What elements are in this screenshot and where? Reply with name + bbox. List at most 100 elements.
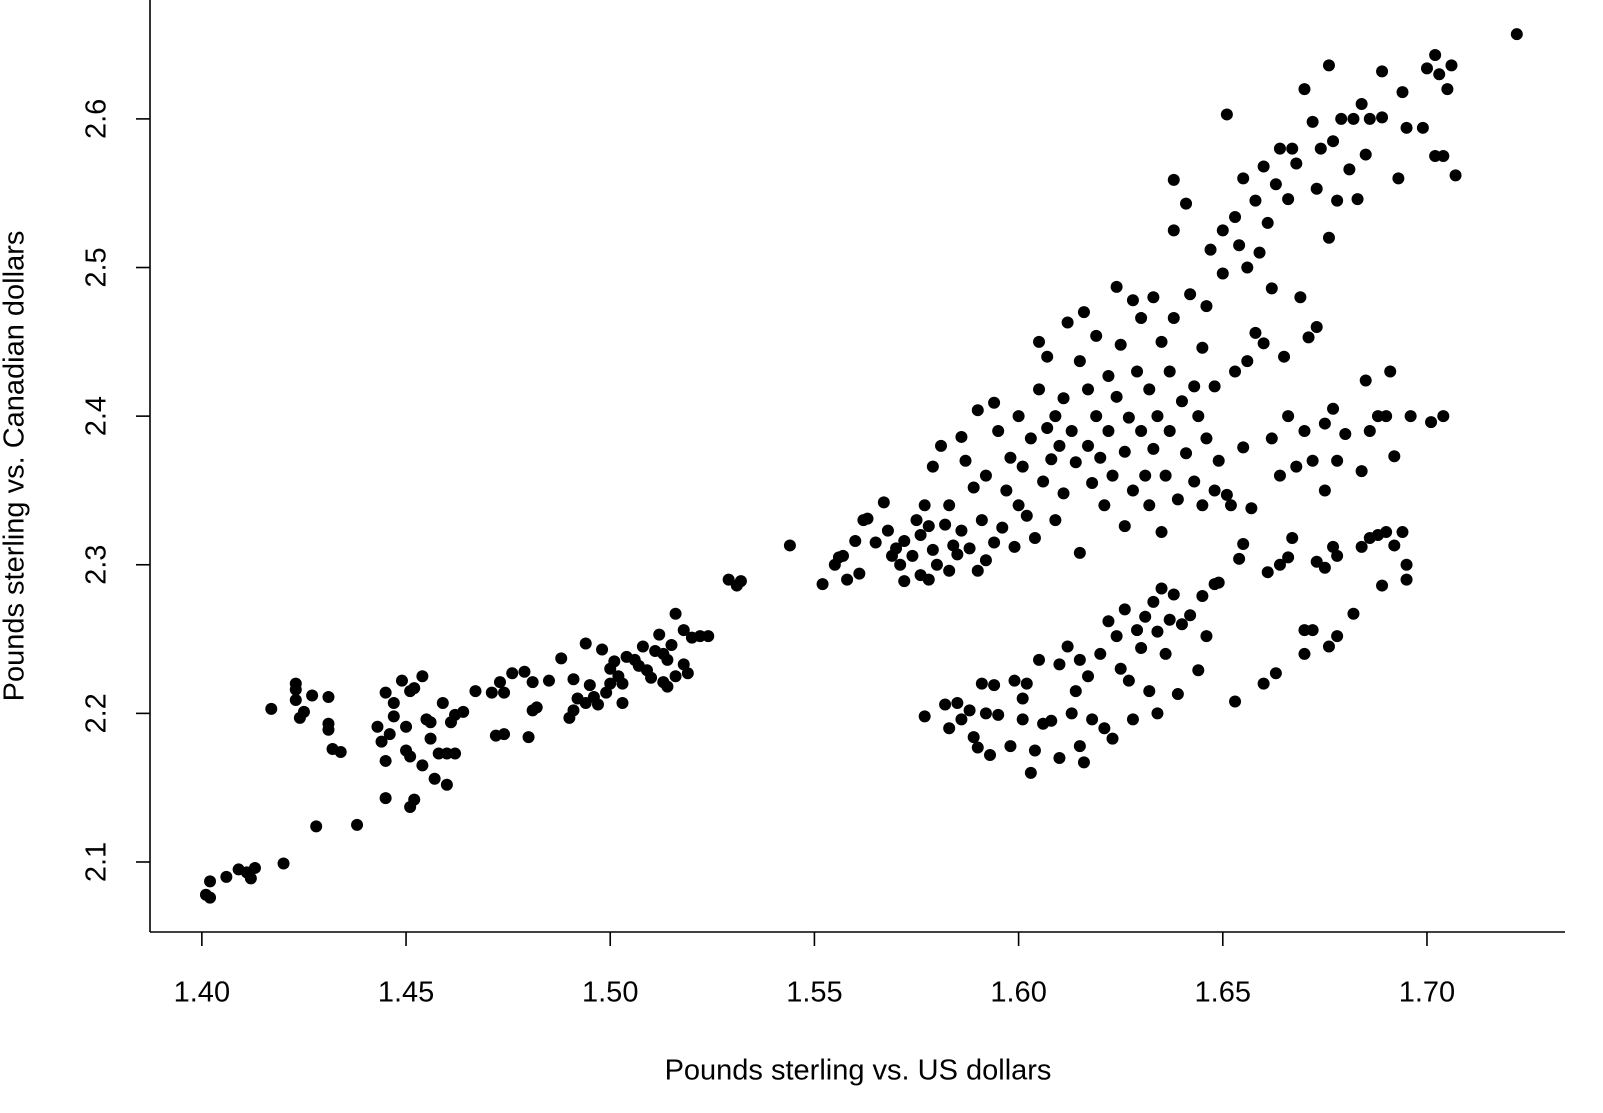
y-tick-label: 2.2	[81, 693, 113, 733]
point	[518, 665, 531, 678]
x-tick-label: 1.40	[174, 977, 230, 1009]
point	[1420, 62, 1433, 75]
point	[988, 396, 1001, 409]
point	[1212, 454, 1225, 467]
point	[1376, 65, 1389, 78]
point	[918, 499, 931, 512]
point	[583, 679, 596, 692]
point	[1257, 677, 1270, 690]
point	[1298, 647, 1311, 660]
point	[1220, 108, 1233, 121]
point	[440, 778, 453, 791]
point	[1188, 475, 1201, 488]
point	[542, 674, 555, 687]
point	[943, 499, 956, 512]
point	[1200, 432, 1213, 445]
point	[1180, 447, 1193, 460]
point	[322, 691, 335, 704]
point	[1224, 499, 1237, 512]
point	[1159, 647, 1172, 660]
point	[1061, 316, 1074, 329]
point	[816, 578, 829, 591]
point	[1355, 465, 1368, 478]
point	[1139, 469, 1152, 482]
point	[400, 720, 413, 733]
point	[971, 564, 984, 577]
point	[1020, 677, 1033, 690]
point	[1376, 579, 1389, 592]
point	[1118, 445, 1131, 458]
point	[971, 404, 984, 417]
point	[1437, 150, 1450, 163]
point	[1306, 454, 1319, 467]
point	[1404, 410, 1417, 423]
point	[1269, 667, 1282, 680]
point	[877, 496, 890, 509]
point	[930, 558, 943, 571]
point	[1351, 193, 1364, 206]
point	[1253, 246, 1266, 259]
point	[395, 674, 408, 687]
point	[1163, 613, 1176, 626]
point	[1204, 243, 1217, 256]
point	[555, 652, 568, 665]
point	[579, 637, 592, 650]
point	[1110, 280, 1123, 293]
point	[289, 677, 302, 690]
point	[1077, 306, 1090, 319]
point	[955, 430, 968, 443]
point	[939, 518, 952, 531]
point	[387, 710, 400, 723]
point	[1184, 609, 1197, 622]
point	[1102, 615, 1115, 628]
point	[661, 680, 674, 693]
point	[926, 543, 939, 556]
point	[498, 686, 511, 699]
point	[1433, 68, 1446, 81]
point	[1004, 451, 1017, 464]
point	[1069, 685, 1082, 698]
point	[1122, 674, 1135, 687]
point	[1106, 732, 1119, 745]
point	[608, 655, 621, 668]
point	[1363, 424, 1376, 437]
point	[1380, 526, 1393, 539]
point	[1126, 484, 1139, 497]
point	[1000, 484, 1013, 497]
point	[1192, 410, 1205, 423]
point	[1273, 469, 1286, 482]
point	[1327, 540, 1340, 553]
point	[1188, 380, 1201, 393]
point	[894, 558, 907, 571]
point	[1045, 714, 1058, 727]
point	[1229, 695, 1242, 708]
point	[1028, 532, 1041, 545]
point	[1155, 526, 1168, 539]
point	[1057, 392, 1070, 405]
point	[1229, 210, 1242, 223]
y-tick-label: 2.4	[81, 396, 113, 436]
point	[1392, 172, 1405, 185]
point	[1086, 477, 1099, 490]
point	[955, 524, 968, 537]
point	[955, 713, 968, 726]
point	[963, 704, 976, 717]
point	[1139, 610, 1152, 623]
point	[975, 677, 988, 690]
point	[1318, 417, 1331, 430]
point	[1082, 670, 1095, 683]
point	[1437, 410, 1450, 423]
point	[661, 653, 674, 666]
point	[1233, 239, 1246, 252]
point	[1102, 370, 1115, 383]
point	[918, 710, 931, 723]
point	[1151, 707, 1164, 720]
point	[681, 667, 694, 680]
x-tick-label: 1.65	[1195, 977, 1251, 1009]
point	[1053, 439, 1066, 452]
point	[1302, 331, 1315, 344]
point	[1049, 514, 1062, 527]
point	[890, 542, 903, 555]
point	[1171, 688, 1184, 701]
